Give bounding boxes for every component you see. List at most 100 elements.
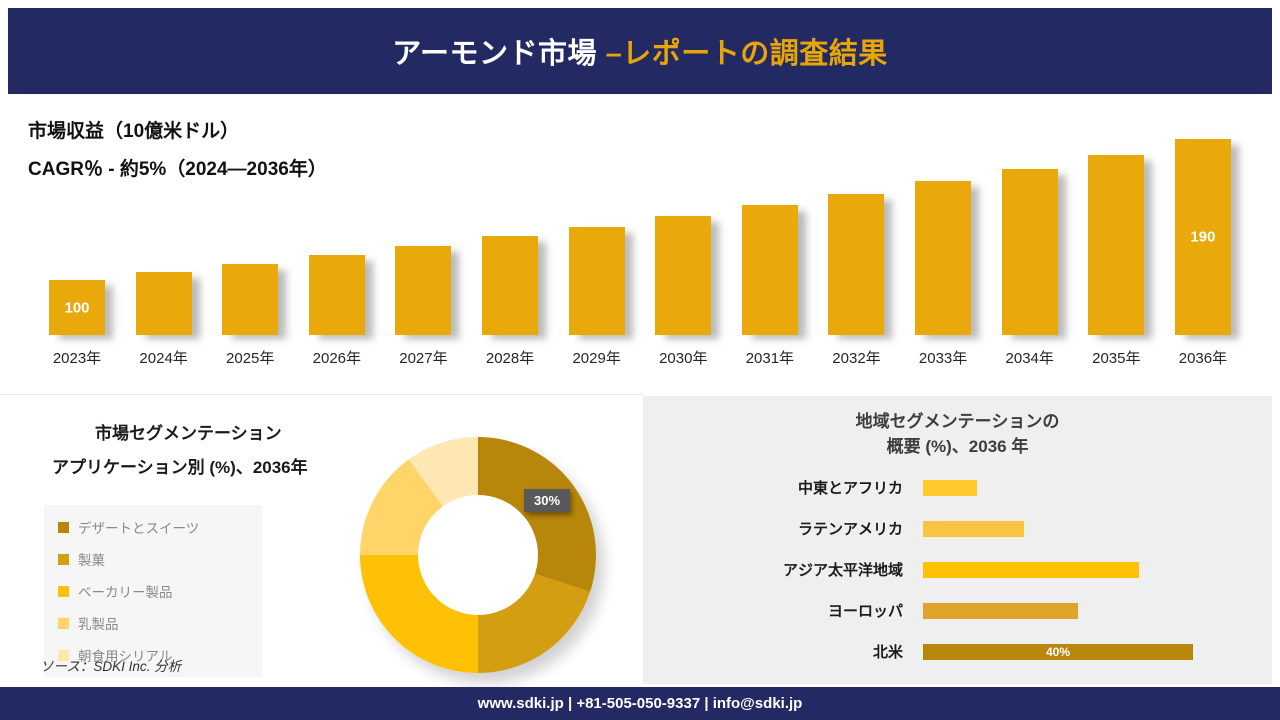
legend-label: ベーカリー製品	[78, 585, 173, 600]
region-label: 中東とアフリカ	[797, 480, 903, 498]
region-row-4: 北米 40%	[643, 631, 1272, 672]
revenue-bar-column-4: 2027年	[394, 246, 452, 368]
region-row-0: 中東とアフリカ	[643, 467, 1272, 508]
bar-category-label: 2034年	[1005, 350, 1054, 367]
revenue-bars: 100 2023年 2024年 2025年 2026年 2027年 2028年 2029年 20…	[48, 139, 1232, 368]
revenue-bar-9	[828, 194, 885, 335]
donut-hole	[418, 495, 538, 615]
revenue-bar-column-9: 2032年	[827, 194, 885, 368]
legend-item-0: デザートとスイーツ	[58, 517, 248, 537]
revenue-bar-column-2: 2025年	[221, 264, 279, 368]
revenue-chart-cagr: CAGR％ - 約5%（2024―2036年）	[28, 159, 327, 180]
legend-item-2: ベーカリー製品	[58, 581, 248, 601]
donut-ring	[360, 437, 596, 673]
report-header: アーモンド市場 –レポートの調査結果	[8, 8, 1272, 94]
application-legend: デザートとスイーツ 製菓ベーカリー製品 乳製品朝食用シリアル	[44, 505, 262, 677]
bar-category-label: 2023年	[52, 350, 102, 367]
region-bar-0	[923, 479, 977, 496]
revenue-bar-column-11: 2034年	[1001, 169, 1059, 368]
revenue-bar-column-0: 100 2023年	[48, 280, 106, 368]
region-bar-3	[923, 602, 1078, 619]
bar-category-label: 2025年	[226, 350, 275, 367]
segmentation-subtitle: アプリケーション別 (%)、2036年	[52, 458, 308, 477]
revenue-bar-0: 100	[49, 280, 105, 335]
revenue-bar-column-10: 2033年	[914, 181, 972, 368]
revenue-bar-column-5: 2028年	[481, 236, 539, 368]
region-row-2: アジア太平洋地域	[643, 549, 1272, 590]
legend-label: 製菓	[78, 553, 105, 568]
bar-category-label: 2030年	[659, 350, 708, 367]
legend-label: 朝食用シリアル	[78, 649, 173, 664]
source-note: ソース：SDKI Inc. 分析	[40, 659, 182, 674]
revenue-bar-column-13: 190 2036年	[1174, 139, 1232, 368]
donut-callout: 30%	[524, 489, 571, 512]
application-segmentation-section: 市場セグメンテーション アプリケーション別 (%)、2036年 デザートとスイー…	[0, 394, 643, 687]
revenue-bar-12	[1088, 155, 1145, 335]
revenue-bar-10	[915, 181, 972, 335]
region-label: ラテンアメリカ	[797, 521, 903, 539]
region-label: アジア太平洋地域	[782, 562, 903, 580]
legend-item-4: 朝食用シリアル	[58, 645, 248, 665]
revenue-bar-11	[1001, 169, 1058, 335]
revenue-bar-column-6: 2029年	[568, 227, 626, 368]
revenue-bar-2	[222, 264, 279, 335]
legend-item-3: 乳製品	[58, 613, 248, 633]
region-label: 北米	[872, 644, 903, 662]
region-bar-1	[923, 520, 1024, 537]
region-row-1: ラテンアメリカ	[643, 508, 1272, 549]
revenue-bar-13: 190	[1174, 139, 1231, 335]
legend-item-1: 製菓	[58, 549, 248, 569]
revenue-chart-section: 市場収益（10億米ドル） CAGR％ - 約5%（2024―2036年） 100…	[0, 94, 1280, 394]
legend-label: デザートとスイーツ	[78, 521, 200, 536]
revenue-bar-column-8: 2031年	[741, 205, 799, 368]
bar-category-label: 2027年	[399, 350, 448, 367]
report-title: アーモンド市場 –レポートの調査結果	[392, 30, 887, 72]
footer-bar: www.sdki.jp | +81-505-050-9337 | info@sd…	[0, 687, 1280, 720]
report-title-accent: –レポートの調査結果	[605, 38, 888, 70]
legend-label: 乳製品	[78, 617, 119, 632]
bar-category-label: 2028年	[485, 350, 535, 367]
bar-category-label: 2024年	[139, 350, 188, 367]
bar-category-label: 2032年	[832, 350, 881, 367]
bar-category-label: 2031年	[745, 350, 795, 367]
application-donut-chart	[360, 437, 596, 673]
revenue-bar-3	[308, 255, 365, 335]
footer-contact: www.sdki.jp | +81-505-050-9337 | info@sd…	[477, 695, 803, 712]
revenue-bar-column-12: 2035年	[1087, 155, 1145, 368]
revenue-bar-6	[568, 227, 625, 335]
bar-category-label: 2026年	[312, 350, 362, 367]
regional-title: 地域セグメンテーションの 概要 (%)、2036 年	[643, 410, 1272, 459]
legend-swatch	[58, 521, 69, 533]
bar-category-label: 2036年	[1178, 350, 1228, 367]
region-label: ヨーロッパ	[827, 603, 903, 621]
legend-swatch	[58, 553, 69, 565]
revenue-bar-8	[741, 205, 798, 335]
revenue-bar-4	[395, 246, 452, 335]
bar-category-label: 2035年	[1092, 350, 1141, 367]
legend-swatch	[58, 649, 69, 661]
regional-bars: 中東とアフリカ ラテンアメリカアジア太平洋地域ヨーロッパ北米 40%	[643, 467, 1272, 672]
region-row-3: ヨーロッパ	[643, 590, 1272, 631]
bar-category-label: 2029年	[572, 350, 621, 367]
regional-title-line2: 概要 (%)、2036 年	[886, 436, 1029, 456]
regional-segmentation-section: 地域セグメンテーションの 概要 (%)、2036 年 中東とアフリカ ラテンアメリ…	[643, 396, 1272, 684]
revenue-bar-column-7: 2030年	[654, 216, 712, 368]
region-bar-value: 40%	[1045, 644, 1071, 659]
report-title-main: アーモンド市場	[392, 38, 606, 70]
region-bar-2	[923, 561, 1139, 578]
revenue-chart-title: 市場収益（10億米ドル）	[28, 121, 240, 142]
bar-value-label: 190	[1190, 228, 1216, 246]
revenue-bar-column-3: 2026年	[308, 255, 366, 368]
revenue-bar-1	[135, 272, 192, 335]
legend-swatch	[58, 617, 69, 629]
bar-value-label: 100	[64, 299, 90, 316]
region-bar-4: 40%	[923, 643, 1193, 660]
revenue-bar-7	[655, 216, 712, 335]
segmentation-title: 市場セグメンテーション	[95, 424, 282, 443]
revenue-bar-5	[482, 236, 539, 335]
legend-swatch	[58, 585, 69, 597]
revenue-bar-column-1: 2024年	[135, 272, 193, 368]
bar-category-label: 2033年	[918, 350, 968, 367]
regional-title-line1: 地域セグメンテーションの	[855, 412, 1060, 431]
